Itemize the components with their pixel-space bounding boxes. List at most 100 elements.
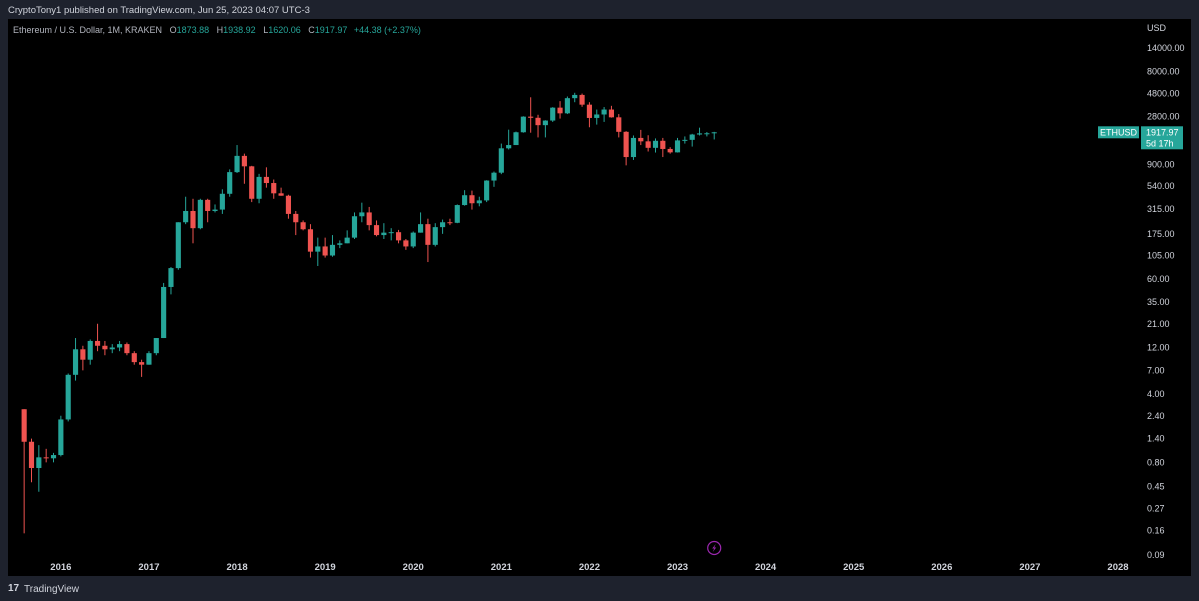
candle-body[interactable] [476, 200, 482, 204]
candle-body[interactable] [131, 353, 137, 363]
candle-body[interactable] [586, 104, 592, 118]
brand-name[interactable]: TradingView [24, 584, 80, 595]
candle-body[interactable] [594, 114, 600, 118]
candle-body[interactable] [645, 141, 651, 148]
lightning-icon[interactable] [707, 540, 722, 556]
candle-body[interactable] [278, 193, 284, 196]
candle-body[interactable] [616, 117, 622, 132]
candle-body[interactable] [403, 240, 409, 247]
candle-body[interactable] [72, 349, 79, 375]
candle-body[interactable] [36, 457, 42, 469]
candle-body[interactable] [109, 347, 115, 350]
candle-body[interactable] [704, 133, 710, 135]
candle-body[interactable] [601, 109, 607, 115]
candle-body[interactable] [630, 137, 637, 158]
candle-body[interactable] [183, 210, 189, 223]
candle-body[interactable] [58, 419, 64, 456]
candle-body[interactable] [484, 180, 490, 201]
candle-body[interactable] [579, 94, 585, 105]
candle-body[interactable] [293, 213, 299, 223]
candle-body[interactable] [307, 229, 314, 252]
candle-body[interactable] [608, 109, 615, 118]
candle-body[interactable] [197, 199, 203, 229]
candle-body[interactable] [535, 117, 541, 126]
candle-body[interactable] [520, 116, 526, 133]
candle-body[interactable] [395, 232, 402, 241]
candle-body[interactable] [550, 107, 556, 121]
candle-body[interactable] [711, 132, 717, 134]
candle-body[interactable] [454, 205, 460, 223]
candle-body[interactable] [263, 176, 269, 184]
candle-body[interactable] [623, 131, 629, 158]
candle-body[interactable] [564, 98, 570, 114]
candle-body[interactable] [175, 222, 181, 269]
candle-body[interactable] [102, 345, 108, 350]
candle-body[interactable] [462, 195, 468, 206]
candle-body[interactable] [256, 176, 262, 199]
candle-body[interactable] [190, 210, 196, 229]
candle-body[interactable] [689, 134, 695, 140]
candle-body[interactable] [638, 137, 644, 142]
candle-body[interactable] [491, 172, 497, 181]
chart-canvas[interactable]: USD 14000.00 8000.00 4800.00 2800.00 900.00 54… [8, 19, 1191, 576]
candle-body[interactable] [94, 340, 101, 346]
candle-body[interactable] [506, 145, 512, 149]
candle-body[interactable] [43, 457, 49, 459]
candle-body[interactable] [87, 340, 93, 360]
candle-body[interactable] [418, 224, 424, 233]
candle-body[interactable] [696, 133, 703, 135]
candle-body[interactable] [322, 246, 328, 256]
candle-body[interactable] [212, 209, 218, 211]
candle-body[interactable] [80, 349, 86, 360]
candle-body[interactable] [21, 409, 27, 442]
candle-body[interactable] [28, 441, 35, 469]
candle-body[interactable] [219, 193, 225, 210]
candle-body[interactable] [469, 195, 475, 204]
candle-body[interactable] [682, 139, 688, 141]
candle-body[interactable] [542, 120, 548, 126]
candle-body[interactable] [344, 237, 350, 244]
candle-body[interactable] [161, 286, 167, 339]
candle-body[interactable] [241, 155, 247, 167]
candle-body[interactable] [153, 338, 159, 354]
candle-body[interactable] [572, 94, 578, 99]
candle-body[interactable] [432, 227, 438, 245]
candle-body[interactable] [168, 268, 174, 287]
candle-body[interactable] [271, 183, 277, 194]
candle-body[interactable] [557, 107, 563, 114]
candle-body[interactable] [205, 199, 211, 211]
candle-body[interactable] [65, 374, 71, 420]
candle-body[interactable] [329, 244, 336, 256]
candle-body[interactable] [674, 140, 681, 153]
candle-body[interactable] [373, 225, 380, 236]
candle-body[interactable] [359, 212, 365, 217]
candle-body[interactable] [124, 344, 130, 354]
candle-body[interactable] [300, 222, 306, 230]
candle-body[interactable] [388, 232, 394, 234]
candle-body[interactable] [440, 222, 446, 228]
candle-body[interactable] [513, 132, 519, 146]
candle-body[interactable] [498, 148, 504, 173]
candle-body[interactable] [667, 148, 673, 153]
candle-body[interactable] [50, 455, 57, 459]
candle-body[interactable] [146, 353, 152, 365]
candle-body[interactable] [366, 212, 372, 226]
candle-body[interactable] [447, 222, 453, 224]
candle-body[interactable] [234, 155, 240, 173]
chart-panel[interactable]: USD 14000.00 8000.00 4800.00 2800.00 900.00 54… [8, 19, 1191, 576]
tradingview-logo-icon[interactable]: 17 [8, 583, 20, 594]
candle-body[interactable] [285, 195, 291, 214]
candle-body[interactable] [139, 362, 145, 365]
candle-body[interactable] [410, 232, 416, 247]
candle-body[interactable] [117, 344, 123, 348]
candle-body[interactable] [249, 166, 255, 199]
candle-body[interactable] [652, 140, 659, 148]
symbol-title[interactable]: Ethereum / U.S. Dollar, 1M, KRAKEN [13, 25, 163, 35]
candle-body[interactable] [660, 140, 666, 149]
candle-body[interactable] [315, 246, 321, 252]
candle-body[interactable] [351, 216, 358, 238]
candle-body[interactable] [425, 224, 431, 245]
candle-body[interactable] [381, 232, 387, 236]
candle-body[interactable] [528, 116, 534, 118]
candle-body[interactable] [227, 172, 233, 194]
